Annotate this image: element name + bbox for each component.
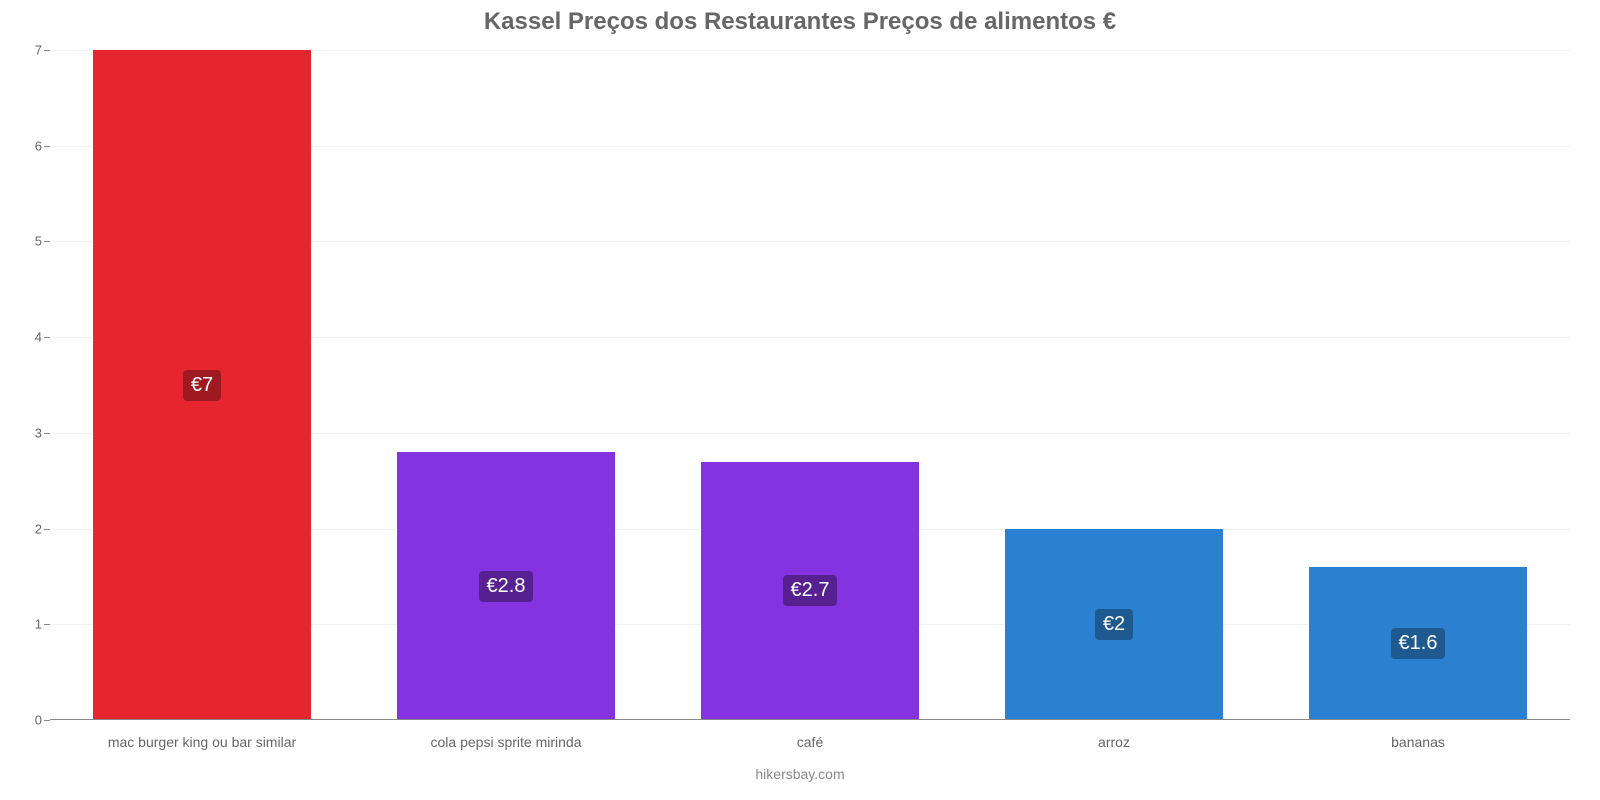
plot-area: 01234567 €7€2.8€2.7€2€1.6 (50, 50, 1570, 720)
bar-value-label: €7 (183, 370, 221, 401)
bar-value-label: €2.7 (783, 575, 838, 606)
bar: €2.8 (397, 452, 616, 720)
chart-title: Kassel Preços dos Restaurantes Preços de… (0, 0, 1600, 36)
x-axis-label: cola pepsi sprite mirinda (354, 734, 658, 750)
chart-footer: hikersbay.com (0, 766, 1600, 782)
bar: €2.7 (701, 462, 920, 720)
x-axis-label: arroz (962, 734, 1266, 750)
bar-value-label: €1.6 (1391, 628, 1446, 659)
bar: €1.6 (1309, 567, 1528, 720)
bar: €7 (93, 50, 312, 720)
bar-slot: €7 (50, 50, 354, 720)
y-axis-label: 1 (35, 617, 50, 632)
x-axis-label: mac burger king ou bar similar (50, 734, 354, 750)
bar-slot: €1.6 (1266, 50, 1570, 720)
bar-slot: €2 (962, 50, 1266, 720)
y-axis-label: 5 (35, 234, 50, 249)
y-axis-label: 4 (35, 330, 50, 345)
bar-slot: €2.7 (658, 50, 962, 720)
bar-value-label: €2.8 (479, 571, 534, 602)
x-axis-label: café (658, 734, 962, 750)
x-axis (50, 719, 1570, 720)
y-axis-label: 3 (35, 425, 50, 440)
x-axis-label: bananas (1266, 734, 1570, 750)
bar-value-label: €2 (1095, 609, 1133, 640)
chart-container: Kassel Preços dos Restaurantes Preços de… (0, 0, 1600, 800)
y-axis-label: 0 (35, 713, 50, 728)
y-axis-label: 2 (35, 521, 50, 536)
bar: €2 (1005, 529, 1224, 720)
y-axis-label: 7 (35, 43, 50, 58)
bars-group: €7 €2.8 €2.7 €2 €1.6 (50, 50, 1570, 720)
x-axis-labels: mac burger king ou bar similarcola pepsi… (50, 734, 1570, 750)
bar-slot: €2.8 (354, 50, 658, 720)
y-axis-label: 6 (35, 138, 50, 153)
